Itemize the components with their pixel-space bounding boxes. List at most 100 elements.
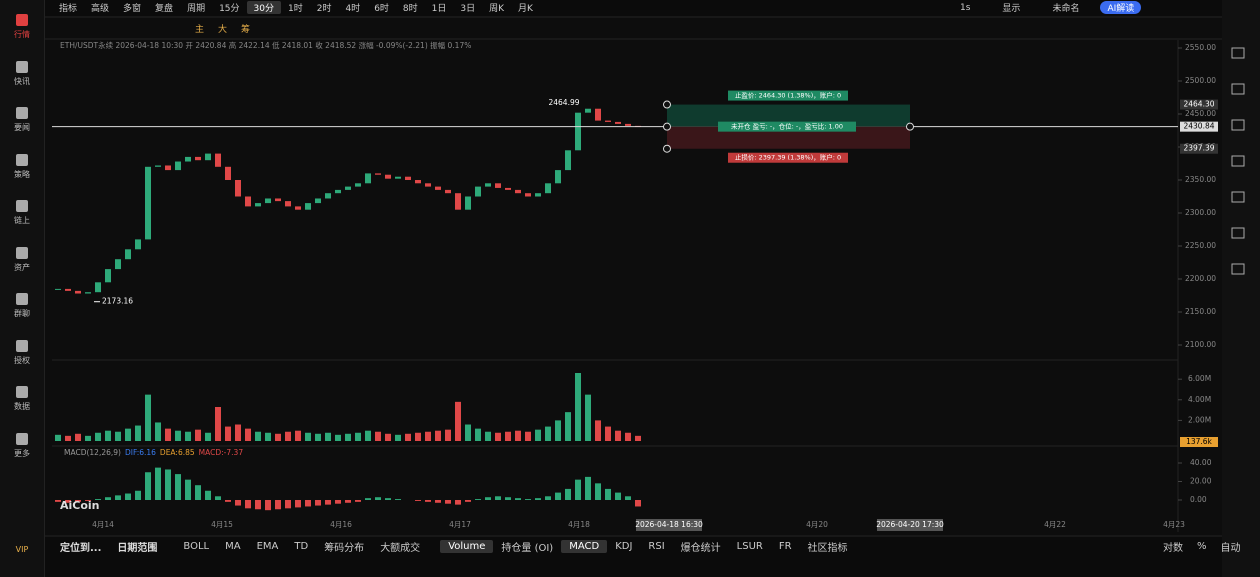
volume-bar [475,428,481,441]
sidebar-item[interactable]: 行情 [0,14,44,40]
draw-tool[interactable]: 大 [218,25,228,35]
toolbar-item[interactable]: 显示 [1002,4,1021,14]
volume-bar [165,428,171,441]
candle [495,183,501,188]
toolbar: 指标 高级 多窗 复盘 周期 15分 30分 1时 2时 4时 6时 8时 1日 3日 周K 月K [52,0,540,15]
candle [135,239,141,250]
volume-bar [635,435,641,441]
bottom-item[interactable]: MA [225,540,241,552]
candle [115,259,121,270]
toolbar-item[interactable]: 15分 [219,4,240,14]
macd-bar [275,500,281,510]
toolbar-item[interactable]: 8时 [402,4,418,14]
toolbar-item[interactable]: 多窗 [123,4,142,14]
bottom-item[interactable]: 对数 [1163,542,1183,554]
bottom-item[interactable]: RSI [648,540,665,552]
tool-icon [1231,47,1245,59]
candle [305,203,311,210]
x-tick-label: 4月15 [211,520,233,529]
toolbar-item[interactable]: 4时 [345,4,361,14]
order-label: 止盈价: 2464.30 (1.38%)，账户: 0 [735,91,841,100]
candle [235,180,241,197]
volume-bar [105,430,111,441]
candle [615,121,621,124]
bottom-item[interactable]: LSUR [736,540,763,552]
macd-bar [435,500,441,503]
macd-bar [565,488,571,500]
macd-bar [75,500,81,502]
toolbar-item[interactable]: 复盘 [155,4,174,14]
y-tick-label: 2.00M [1188,415,1211,424]
macd-bar [495,496,501,500]
draw-tool[interactable]: 主 [195,25,205,35]
bottom-item[interactable]: 爆仓统计 [680,542,721,554]
toolbar-item[interactable]: 30分 [246,1,281,14]
bottom-item[interactable]: BOLL [183,540,210,552]
sidebar-item[interactable]: 链上 [0,200,44,226]
bottom-item[interactable]: MACD [561,539,608,553]
price-tag-bg [1180,143,1218,154]
handle [663,122,671,131]
toolbar-item[interactable]: 未命名 [1052,4,1080,14]
macd-bar [195,485,201,500]
toolbar-item[interactable]: 1时 [287,4,303,14]
volume-bar [75,433,81,441]
sidebar: 行情快讯要闻策略链上资产群聊授权数据更多 VIP [0,0,45,577]
macd-bar [545,496,551,500]
bottom-item[interactable]: EMA [256,540,279,552]
toolbar-item[interactable]: 周期 [187,4,206,14]
candle [345,186,351,190]
candle [255,203,261,207]
draw-tool[interactable]: 筹 [241,25,251,35]
candle [405,176,411,180]
bottom-item[interactable]: 大额成交 [380,542,421,554]
y-tick-label: 40.00 [1190,458,1212,467]
toolbar-item[interactable]: AI解读 [1100,1,1142,14]
toolbar-item[interactable]: 2时 [316,4,332,14]
bottom-item[interactable]: 日期范围 [117,542,158,554]
bottom-item[interactable]: 自动 [1220,542,1241,554]
volume-bar [575,373,581,441]
volume-bar [325,432,331,441]
toolbar-item[interactable]: 1s [960,2,971,13]
macd-bar [245,500,251,509]
toolbar-item[interactable]: 高级 [91,4,110,14]
toolbar-item[interactable]: 指标 [59,4,78,14]
sidebar-item[interactable]: 授权 [0,339,44,366]
bottom-item[interactable]: 筹码分布 [324,542,365,554]
bottom-item[interactable]: 社区指标 [807,542,848,554]
order-label-bg [728,90,848,101]
macd-bar [425,500,431,502]
sidebar-item[interactable]: 策略 [0,153,44,180]
bottom-item[interactable]: TD [294,540,309,552]
bottom-item[interactable]: 持仓量 (OI) [501,542,554,554]
candle [385,174,391,179]
toolbar-item[interactable]: 月K [518,4,533,14]
bottom-item[interactable]: 定位到... [60,542,102,554]
macd-bar [285,500,291,509]
y-tick-label: 2450.00 [1185,109,1216,118]
sidebar-item[interactable]: 更多 [0,432,44,459]
volume-bar [455,401,461,441]
volume-bar [605,426,611,441]
volume-bar [555,420,561,441]
volume-bar [405,433,411,441]
toolbar-item[interactable]: 3日 [460,4,476,14]
x-tick-label: 4月20 [806,520,828,529]
sidebar-item[interactable]: 快讯 [0,60,44,87]
bottom-item[interactable]: Volume [440,539,494,553]
bottom-item[interactable]: % [1197,540,1207,552]
toolbar-item[interactable]: 6时 [374,4,389,14]
sidebar-item[interactable]: 资产 [0,246,44,273]
sidebar-item[interactable]: VIP [0,545,44,554]
toolbar-item[interactable]: 周K [489,4,505,14]
sidebar-item[interactable]: 群聊 [0,293,44,319]
sidebar-item[interactable]: 数据 [0,386,44,412]
macd-dif: DIF:6.16 [125,448,156,457]
bottom-item[interactable]: FR [778,540,792,552]
bottom-item[interactable]: KDJ [615,540,633,552]
toolbar-item[interactable]: 1日 [431,4,447,14]
macd-bar [55,500,61,502]
sidebar-item[interactable]: 要闻 [0,107,44,133]
